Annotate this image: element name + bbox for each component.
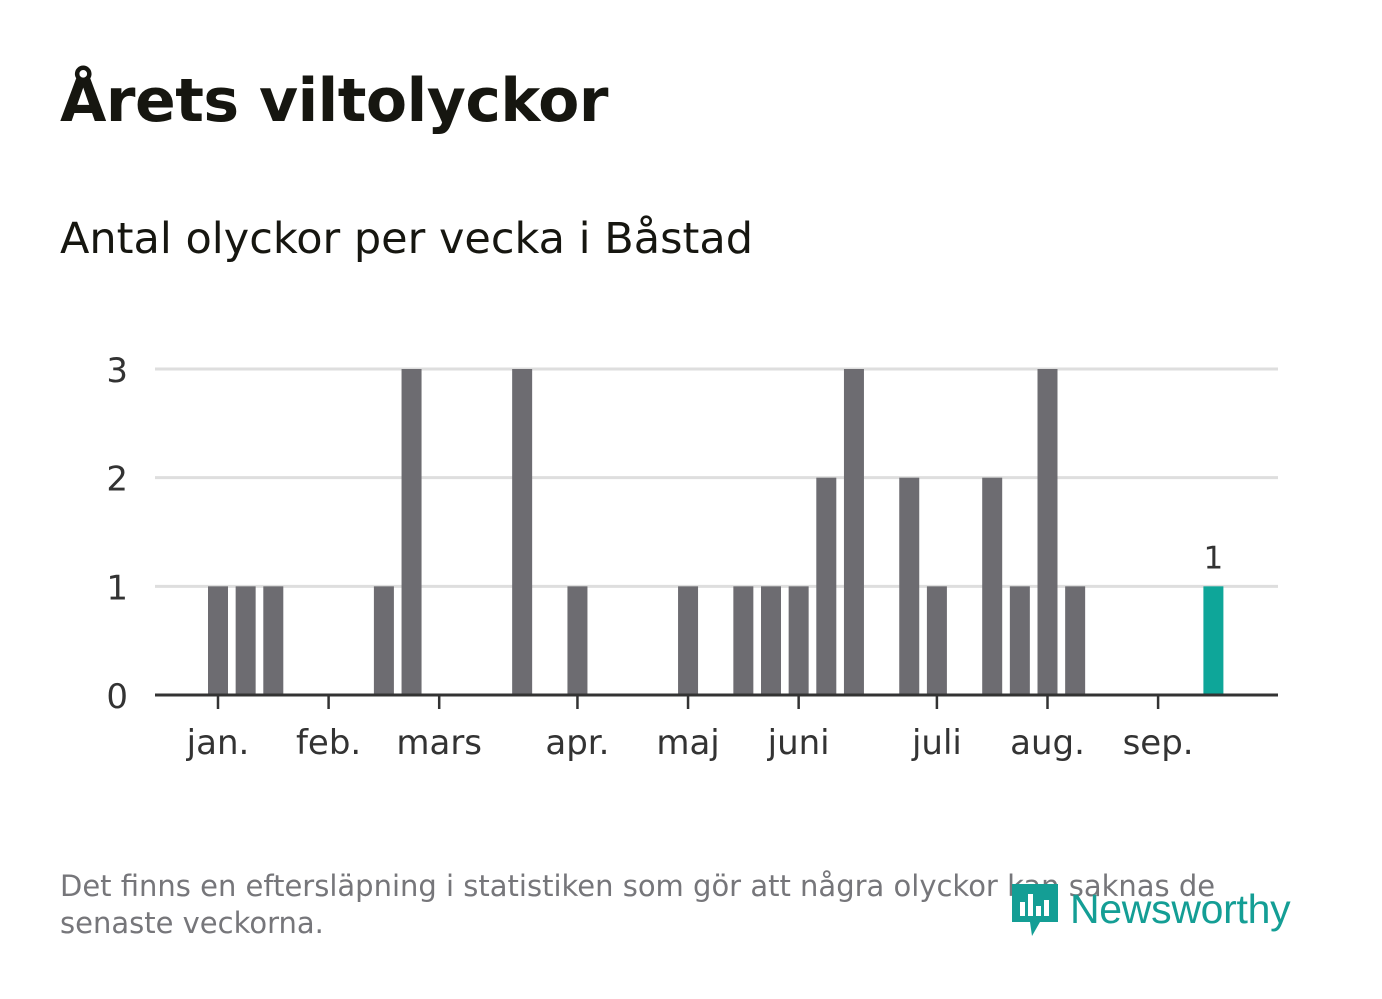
x-tick-label-feb.: feb. xyxy=(296,723,361,763)
bar-week-12 xyxy=(512,369,533,695)
bar-week-22 xyxy=(788,586,809,695)
chart-title: Årets viltolyckor xyxy=(60,66,609,136)
x-tick-label-jan.: jan. xyxy=(186,723,250,763)
bar-week-32 xyxy=(1065,586,1086,695)
x-tick-label-sep.: sep. xyxy=(1123,723,1194,763)
bar-week-30 xyxy=(1009,586,1030,695)
bar-week-31 xyxy=(1037,369,1058,695)
bar-week-37 xyxy=(1203,586,1224,695)
bar-week-29 xyxy=(982,477,1003,695)
y-axis-labels: 0 1 2 3 xyxy=(106,351,128,717)
bar-week-26 xyxy=(899,477,920,695)
x-tick-label-juni: juni xyxy=(767,723,830,763)
x-tick-label-mars: mars xyxy=(396,723,482,763)
bar-week-18 xyxy=(678,586,699,695)
chart-subtitle: Antal olyckor per vecka i Båstad xyxy=(60,214,754,264)
x-tick-label-aug.: aug. xyxy=(1010,723,1085,763)
newsworthy-logo[interactable]: Newsworthy xyxy=(1010,876,1291,942)
bars: 1 xyxy=(208,369,1224,695)
grid-lines xyxy=(155,367,1278,588)
bar-week-14 xyxy=(567,586,588,695)
newsworthy-chart-bubble-icon xyxy=(1012,884,1058,936)
bar-week-23 xyxy=(816,477,837,695)
y-tick-label-1: 1 xyxy=(106,568,128,608)
x-tick-label-maj: maj xyxy=(656,723,719,763)
bar-week-24 xyxy=(843,369,864,695)
bar-week-8 xyxy=(401,369,422,695)
logo-text: Newsworthy xyxy=(1070,885,1291,932)
y-tick-label-0: 0 xyxy=(106,677,128,717)
bar-week-3 xyxy=(263,586,284,695)
y-tick-label-3: 3 xyxy=(106,351,128,391)
y-tick-label-2: 2 xyxy=(106,460,128,500)
bar-week-1 xyxy=(208,586,228,695)
bar-week-21 xyxy=(761,586,781,695)
data-label-highlight: 1 xyxy=(1204,540,1224,576)
x-axis: jan. feb. mars apr. maj juni juli aug. sep. xyxy=(155,693,1278,763)
bar-week-2 xyxy=(235,586,256,695)
bar-week-7 xyxy=(373,586,394,695)
bar-week-27 xyxy=(926,586,947,695)
x-tick-label-juli: juli xyxy=(911,723,962,763)
x-tick-label-apr.: apr. xyxy=(545,723,609,763)
bar-week-20 xyxy=(733,586,754,695)
